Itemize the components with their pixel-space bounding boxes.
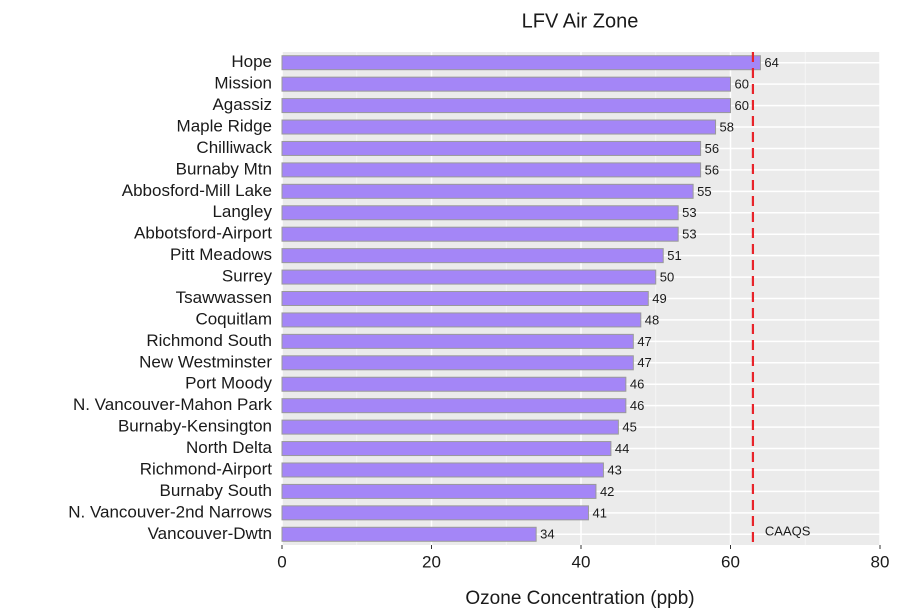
x-tick-label: 40 (572, 552, 591, 571)
x-tick-label: 60 (721, 552, 740, 571)
bar (281, 483, 597, 499)
bar (281, 526, 537, 542)
bar (281, 333, 634, 349)
y-tick-label: Agassiz (212, 95, 272, 114)
value-label: 53 (682, 205, 696, 220)
y-tick-label: Coquitlam (195, 309, 272, 328)
y-tick-label: N. Vancouver-Mahon Park (73, 395, 273, 414)
value-label: 41 (592, 505, 606, 520)
value-label: 44 (615, 441, 629, 456)
y-tick-label: Burnaby-Kensington (118, 417, 272, 436)
y-tick-label: Richmond-Airport (140, 459, 273, 478)
y-tick-label: Burnaby Mtn (176, 159, 272, 178)
y-tick-label: New Westminster (139, 352, 272, 371)
bar (281, 162, 702, 178)
value-label: 46 (630, 398, 644, 413)
y-tick-label: Tsawwassen (176, 288, 272, 307)
bar (281, 76, 731, 92)
bar (281, 462, 604, 478)
y-tick-label: North Delta (186, 438, 273, 457)
bar (281, 312, 642, 328)
chart-title: LFV Air Zone (522, 10, 639, 32)
bar (281, 355, 634, 371)
y-tick-label: Maple Ridge (177, 117, 272, 136)
value-label: 56 (705, 162, 719, 177)
bar (281, 205, 679, 221)
bar (281, 398, 627, 414)
bar (281, 291, 649, 306)
y-tick-label: Burnaby South (160, 481, 272, 500)
x-tick-label: 80 (871, 552, 890, 571)
value-label: 47 (637, 355, 651, 370)
bar (281, 55, 761, 71)
y-tick-label: N. Vancouver-2nd Narrows (68, 502, 272, 521)
x-axis-label: Ozone Concentration (ppb) (465, 588, 694, 609)
value-label: 64 (764, 55, 778, 70)
bar (281, 98, 731, 114)
value-label: 48 (645, 312, 659, 327)
value-label: 49 (652, 291, 666, 306)
bar (281, 269, 657, 285)
value-label: 58 (720, 119, 734, 134)
value-label: 51 (667, 248, 681, 263)
value-label: 46 (630, 377, 644, 392)
bar (281, 376, 627, 392)
y-tick-label: Hope (231, 52, 272, 71)
bar (281, 441, 612, 457)
y-tick-label: Surrey (222, 267, 273, 286)
x-tick-label: 0 (277, 552, 286, 571)
y-tick-label: Chilliwack (196, 138, 272, 157)
reference-label: CAAQS (765, 523, 811, 538)
value-label: 34 (540, 527, 554, 542)
bar (281, 505, 589, 521)
x-tick-label: 20 (422, 552, 441, 571)
value-label: 42 (600, 484, 614, 499)
value-label: 50 (660, 270, 674, 285)
y-tick-label: Richmond South (146, 331, 272, 350)
value-label: 45 (622, 420, 636, 435)
y-tick-label: Port Moody (185, 374, 272, 393)
bar (281, 248, 664, 264)
bar (281, 419, 619, 435)
bar (281, 119, 717, 135)
bar (281, 183, 694, 199)
bar (281, 140, 702, 156)
y-tick-label: Langley (212, 202, 272, 221)
value-label: 60 (735, 98, 749, 113)
value-label: 56 (705, 141, 719, 156)
y-tick-label: Abbosford-Mill Lake (122, 181, 272, 200)
value-label: 60 (735, 77, 749, 92)
value-label: 43 (607, 462, 621, 477)
y-tick-label: Abbotsford-Airport (134, 224, 272, 243)
y-tick-label: Pitt Meadows (170, 245, 272, 264)
value-label: 55 (697, 184, 711, 199)
y-tick-label: Mission (214, 74, 272, 93)
bar (281, 226, 679, 242)
value-label: 53 (682, 227, 696, 242)
y-tick-label: Vancouver-Dwtn (148, 524, 272, 543)
value-label: 47 (637, 334, 651, 349)
